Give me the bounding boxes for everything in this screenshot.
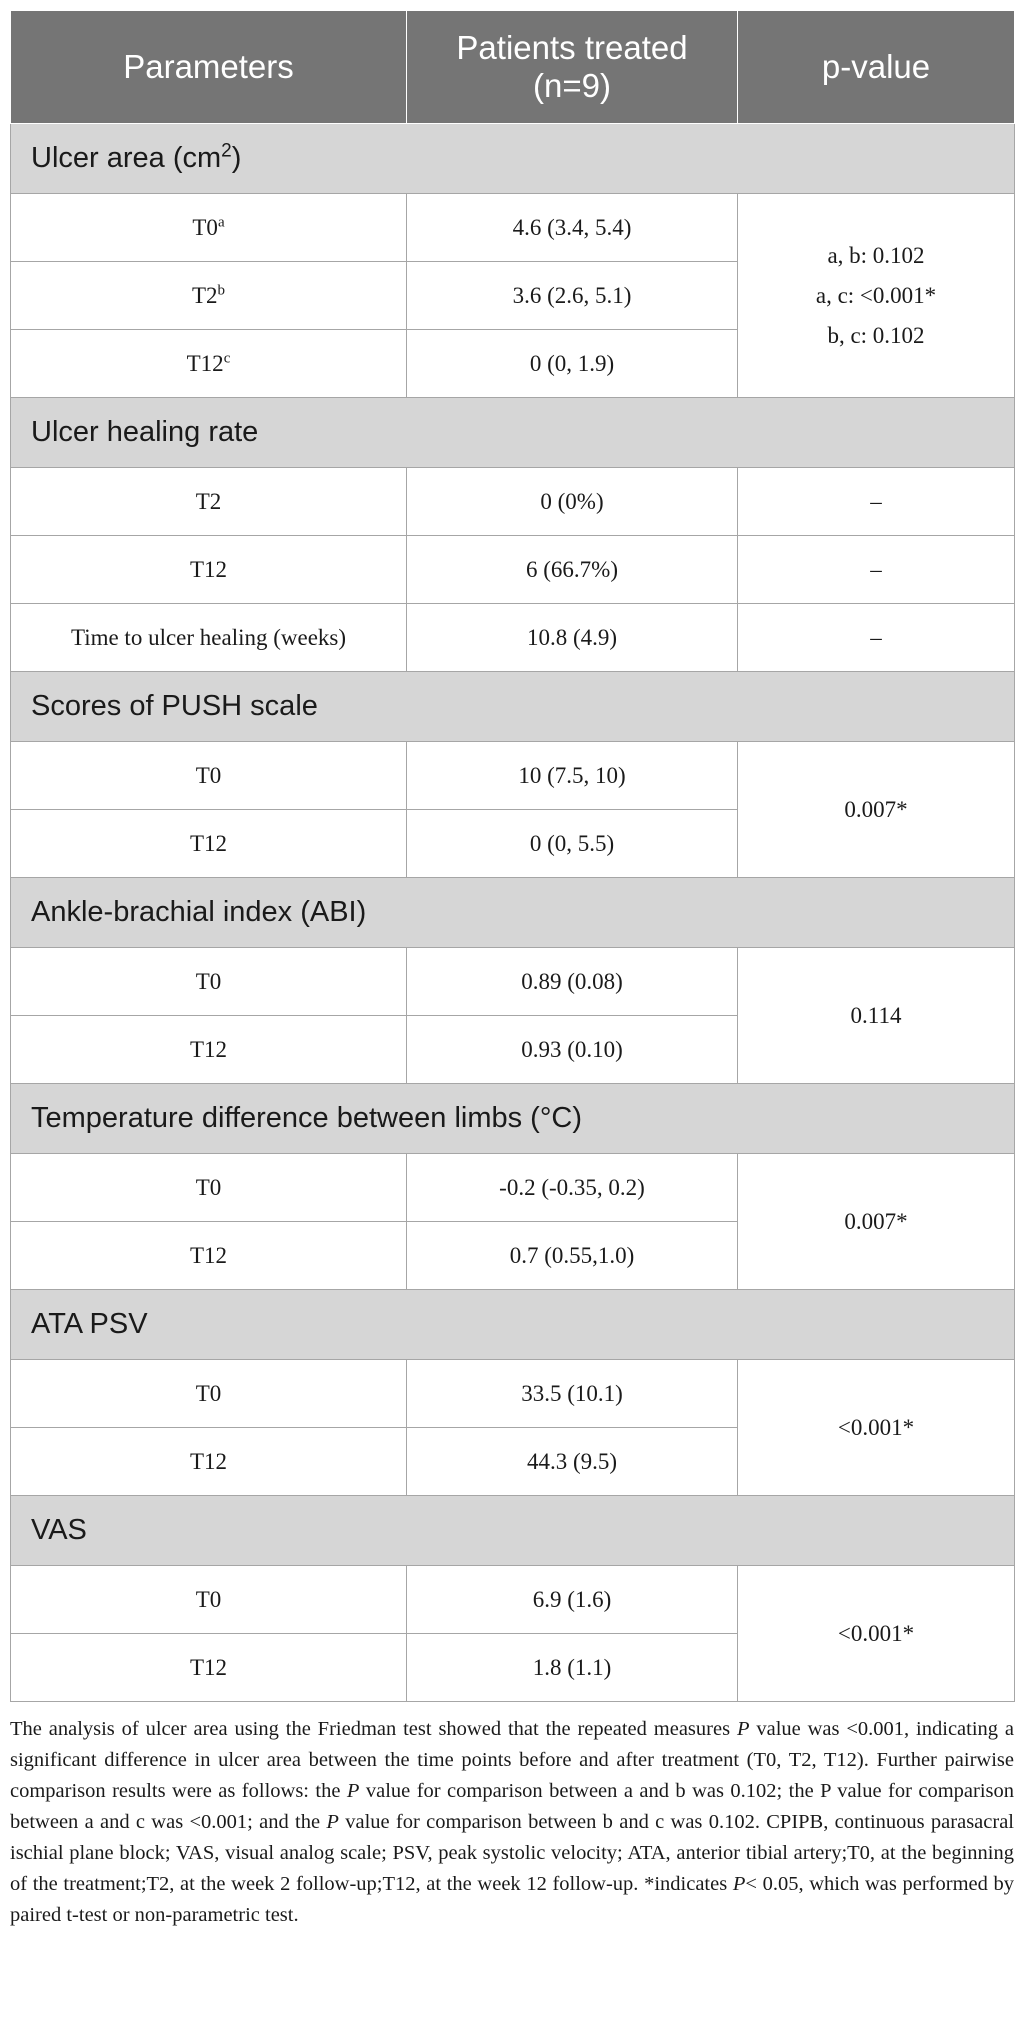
row-label: T2 xyxy=(10,467,407,536)
table-row: T2 0 (0%) – xyxy=(10,467,1015,536)
section-push-scale: Scores of PUSH scale xyxy=(10,671,1015,742)
row-label: T12 xyxy=(10,1427,407,1496)
row-value: 6.9 (1.6) xyxy=(406,1565,738,1634)
section-vas: VAS xyxy=(10,1495,1015,1566)
row-label: Time to ulcer healing (weeks) xyxy=(10,603,407,672)
row-label: T12 xyxy=(10,535,407,604)
row-value: 0.89 (0.08) xyxy=(406,947,738,1016)
row-label: T0 xyxy=(10,1565,407,1634)
row-p-value: 0.007* xyxy=(737,741,1015,878)
row-p-value: 0.007* xyxy=(737,1153,1015,1290)
section-ulcer-healing-rate: Ulcer healing rate xyxy=(10,397,1015,468)
row-label: T0 xyxy=(10,1153,407,1222)
section-title: Ulcer healing rate xyxy=(10,397,1015,468)
row-p-value: <0.001* xyxy=(737,1359,1015,1496)
table-row: T12 0 (0, 5.5) xyxy=(10,809,1015,878)
row-p-value: – xyxy=(737,603,1015,672)
row-p-value: – xyxy=(737,467,1015,536)
section-title: VAS xyxy=(10,1495,1015,1566)
table-row: T0 -0.2 (-0.35, 0.2) 0.007* xyxy=(10,1153,1015,1290)
table-footnote: The analysis of ulcer area using the Fri… xyxy=(10,1718,1015,1926)
table-row: Time to ulcer healing (weeks) 10.8 (4.9)… xyxy=(10,603,1015,672)
section-title: Temperature difference between limbs (°C… xyxy=(10,1083,1015,1154)
row-value: 0 (0, 1.9) xyxy=(406,329,738,398)
row-label: T12 xyxy=(10,1633,407,1702)
row-label: T0 xyxy=(10,741,407,810)
row-value: 0 (0, 5.5) xyxy=(406,809,738,878)
row-value: 0.93 (0.10) xyxy=(406,1015,738,1084)
section-title: Ulcer area (cm2) xyxy=(10,123,1015,194)
table-row: T0 10 (7.5, 10) 0.007* xyxy=(10,741,1015,878)
row-label: T0 xyxy=(10,1359,407,1428)
row-label: T0a xyxy=(10,193,407,262)
header-patients-treated: Patients treated (n=9) xyxy=(406,10,738,124)
section-title: Ankle-brachial index (ABI) xyxy=(10,877,1015,948)
table-row: T12 1.8 (1.1) xyxy=(10,1633,1015,1702)
row-label: T0 xyxy=(10,947,407,1016)
row-value: 6 (66.7%) xyxy=(406,535,738,604)
table-row: T12 6 (66.7%) – xyxy=(10,535,1015,604)
row-label: T12c xyxy=(10,329,407,398)
row-value: 10 (7.5, 10) xyxy=(406,741,738,810)
row-value: 1.8 (1.1) xyxy=(406,1633,738,1702)
row-value: 4.6 (3.4, 5.4) xyxy=(406,193,738,262)
section-ulcer-area: Ulcer area (cm2) xyxy=(10,123,1015,194)
row-p-value: a, b: 0.102 a, c: <0.001* b, c: 0.102 xyxy=(737,193,1015,398)
table-row: T12 44.3 (9.5) xyxy=(10,1427,1015,1496)
header-p-value: p-value xyxy=(737,10,1015,124)
results-table-container: Parameters Patients treated (n=9) p-valu… xyxy=(10,10,1015,1931)
section-title: ATA PSV xyxy=(10,1289,1015,1360)
row-value: 33.5 (10.1) xyxy=(406,1359,738,1428)
header-row: Parameters Patients treated (n=9) p-valu… xyxy=(10,10,1015,124)
section-ata-psv: ATA PSV xyxy=(10,1289,1015,1360)
row-label: T12 xyxy=(10,1015,407,1084)
row-p-value: – xyxy=(737,535,1015,604)
row-p-value: <0.001* xyxy=(737,1565,1015,1702)
section-temperature-difference: Temperature difference between limbs (°C… xyxy=(10,1083,1015,1154)
row-value: 0.7 (0.55,1.0) xyxy=(406,1221,738,1290)
table-row: T0 6.9 (1.6) <0.001* xyxy=(10,1565,1015,1702)
row-value: 3.6 (2.6, 5.1) xyxy=(406,261,738,330)
table-row: T0 33.5 (10.1) <0.001* xyxy=(10,1359,1015,1496)
header-parameters: Parameters xyxy=(10,10,407,124)
table-row: T2b 3.6 (2.6, 5.1) xyxy=(10,261,1015,330)
row-value: -0.2 (-0.35, 0.2) xyxy=(406,1153,738,1222)
row-value: 10.8 (4.9) xyxy=(406,603,738,672)
table-row: T12 0.93 (0.10) xyxy=(10,1015,1015,1084)
row-p-value: 0.114 xyxy=(737,947,1015,1084)
row-value: 0 (0%) xyxy=(406,467,738,536)
results-table: Parameters Patients treated (n=9) p-valu… xyxy=(10,10,1015,1702)
row-label: T2b xyxy=(10,261,407,330)
row-value: 44.3 (9.5) xyxy=(406,1427,738,1496)
section-title: Scores of PUSH scale xyxy=(10,671,1015,742)
row-label: T12 xyxy=(10,809,407,878)
section-ankle-brachial-index: Ankle-brachial index (ABI) xyxy=(10,877,1015,948)
row-label: T12 xyxy=(10,1221,407,1290)
table-row: T12c 0 (0, 1.9) xyxy=(10,329,1015,398)
table-row: T0 0.89 (0.08) 0.114 xyxy=(10,947,1015,1084)
table-row: T0a 4.6 (3.4, 5.4) a, b: 0.102 a, c: <0.… xyxy=(10,193,1015,398)
